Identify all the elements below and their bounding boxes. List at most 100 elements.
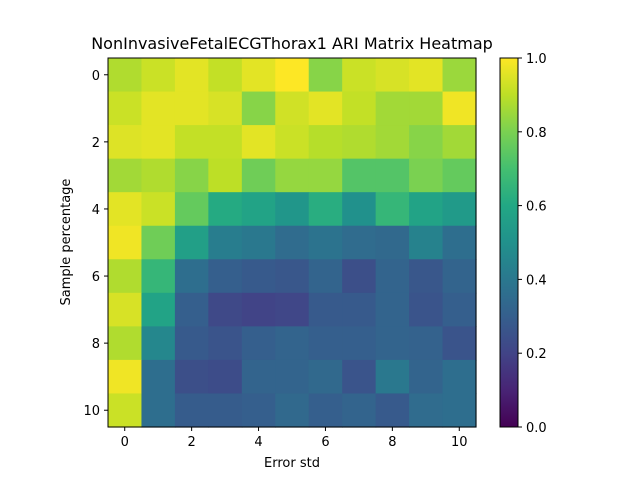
heatmap-cell: [108, 125, 143, 160]
y-tick-label: 8: [92, 337, 100, 352]
heatmap-cell: [241, 259, 276, 294]
y-tick-label: 4: [92, 203, 100, 218]
heatmap-cell: [174, 225, 209, 260]
heatmap-cell: [241, 158, 276, 193]
heatmap-cell: [308, 359, 343, 395]
heatmap-cell: [342, 125, 377, 160]
heatmap-cell: [409, 292, 444, 327]
heatmap-cell: [409, 259, 444, 294]
heatmap-cell: [141, 393, 176, 428]
heatmap-cell: [141, 359, 176, 395]
y-tick-label: 2: [92, 136, 100, 151]
heatmap-cell: [174, 91, 209, 126]
heatmap-cell: [308, 292, 343, 327]
y-axis-label: Sample percentage: [59, 179, 74, 306]
heatmap-cell: [275, 292, 310, 327]
heatmap-cell: [442, 326, 477, 361]
heatmap-cell: [241, 192, 276, 227]
heatmap-cell: [108, 225, 143, 260]
heatmap-cell: [375, 225, 410, 260]
y-tick-label: 10: [83, 404, 100, 419]
heatmap-cells: [108, 58, 477, 428]
heatmap-cell: [241, 326, 276, 361]
heatmap-cell: [174, 125, 209, 160]
heatmap-cell: [208, 158, 243, 193]
heatmap-cell: [108, 259, 143, 294]
colorbar-tick-label: 1.0: [526, 52, 547, 67]
heatmap-cell: [141, 58, 176, 93]
heatmap-cell: [108, 158, 143, 193]
heatmap-cell: [275, 125, 310, 160]
x-tick-label: 6: [321, 435, 329, 450]
heatmap-cell: [409, 58, 444, 93]
heatmap-cell: [308, 225, 343, 260]
heatmap-cell: [308, 393, 343, 428]
heatmap-cell: [241, 58, 276, 93]
x-tick-label: 0: [121, 435, 129, 450]
heatmap-cell: [342, 192, 377, 227]
colorbar-ticks: 0.0 0.2 0.4 0.6 0.8 1.0: [518, 52, 547, 436]
colorbar-tick-label: 0.8: [526, 126, 547, 141]
heatmap-cell: [342, 326, 377, 361]
heatmap-cell: [108, 292, 143, 327]
colorbar-tick-label: 0.6: [526, 200, 547, 215]
heatmap-cell: [342, 259, 377, 294]
heatmap-cell: [375, 58, 410, 93]
heatmap-cell: [141, 259, 176, 294]
heatmap-cell: [442, 91, 477, 126]
heatmap-cell: [308, 58, 343, 93]
heatmap-cell: [241, 393, 276, 428]
heatmap-cell: [375, 326, 410, 361]
heatmap-cell: [174, 326, 209, 361]
heatmap-cell: [342, 158, 377, 193]
heatmap-cell: [141, 292, 176, 327]
heatmap-cell: [442, 158, 477, 193]
heatmap-cell: [208, 359, 243, 395]
heatmap-cell: [375, 125, 410, 160]
heatmap-cell: [442, 259, 477, 294]
heatmap-cell: [409, 125, 444, 160]
heatmap-cell: [275, 225, 310, 260]
heatmap-cell: [241, 91, 276, 126]
heatmap-cell: [241, 125, 276, 160]
heatmap-cell: [409, 359, 444, 395]
heatmap-cell: [241, 225, 276, 260]
heatmap-cell: [342, 393, 377, 428]
x-axis-label: Error std: [264, 456, 320, 471]
heatmap-cell: [275, 359, 310, 395]
heatmap-cell: [409, 91, 444, 126]
heatmap-cell: [442, 125, 477, 160]
heatmap-cell: [275, 393, 310, 428]
heatmap-cell: [308, 125, 343, 160]
heatmap-cell: [308, 91, 343, 126]
heatmap-cell: [342, 91, 377, 126]
heatmap-cell: [208, 125, 243, 160]
heatmap-cell: [375, 359, 410, 395]
x-tick-label: 2: [187, 435, 195, 450]
heatmap-cell: [409, 326, 444, 361]
heatmap-cell: [208, 393, 243, 428]
x-tick-label: 10: [451, 435, 468, 450]
heatmap-cell: [375, 393, 410, 428]
heatmap-cell: [308, 326, 343, 361]
heatmap-cell: [342, 58, 377, 93]
heatmap-cell: [409, 393, 444, 428]
heatmap-cell: [375, 192, 410, 227]
heatmap-cell: [174, 192, 209, 227]
heatmap-cell: [241, 359, 276, 395]
heatmap-cell: [442, 393, 477, 428]
x-tick-label: 4: [254, 435, 262, 450]
heatmap-cell: [375, 259, 410, 294]
heatmap-cell: [275, 158, 310, 193]
heatmap-cell: [442, 359, 477, 395]
heatmap-cell: [442, 192, 477, 227]
colorbar-tick-label: 0.2: [526, 347, 547, 362]
colorbar-tick-label: 0.4: [526, 273, 547, 288]
heatmap-cell: [275, 192, 310, 227]
x-tick-label: 8: [388, 435, 396, 450]
heatmap-cell: [208, 292, 243, 327]
heatmap-cell: [409, 192, 444, 227]
heatmap-cell: [442, 292, 477, 327]
y-tick-label: 6: [92, 270, 100, 285]
colorbar-tick-label: 0.0: [526, 421, 547, 436]
